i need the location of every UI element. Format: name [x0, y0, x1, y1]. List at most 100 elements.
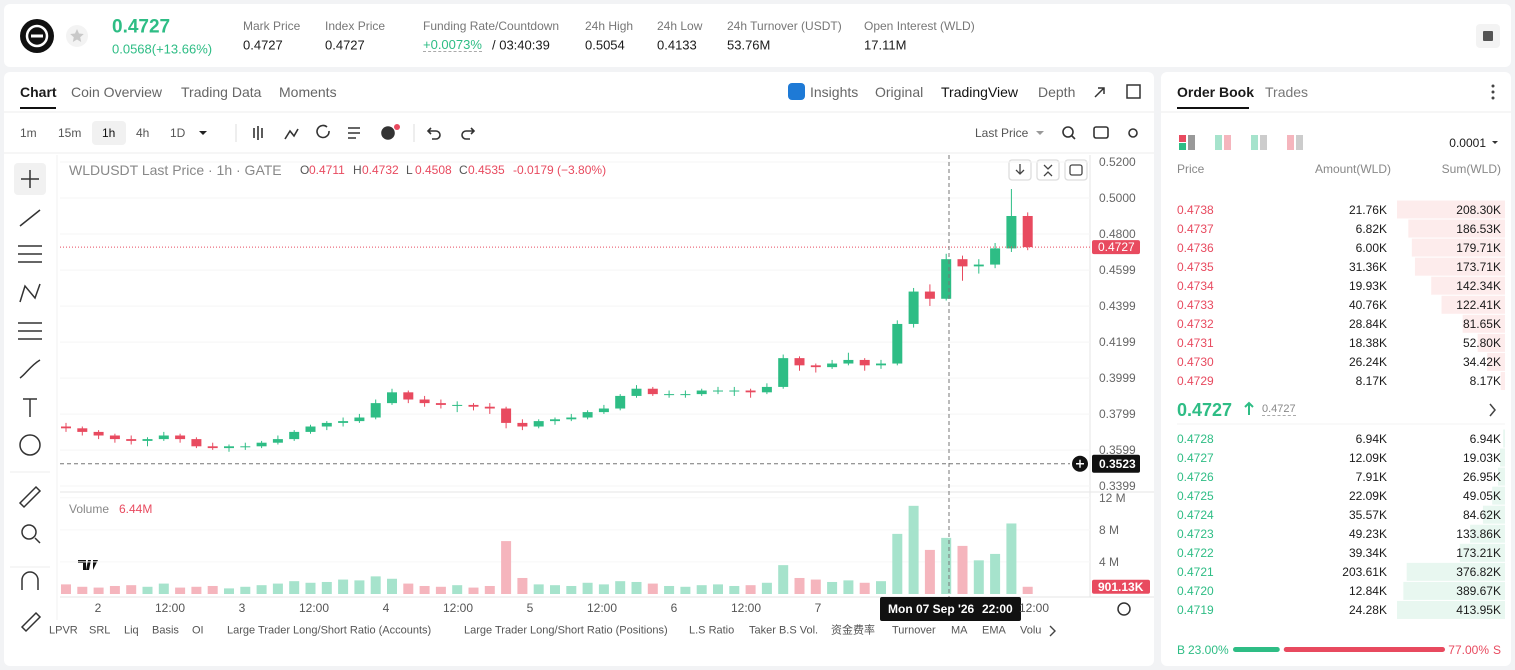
window-icon[interactable] [1126, 84, 1141, 99]
field-value: 17.11M [864, 37, 907, 53]
candle-body [810, 365, 821, 368]
indicator[interactable]: Large Trader Long/Short Ratio (Accounts) [227, 624, 432, 637]
indicator[interactable]: EMA [982, 624, 1006, 637]
depth-bar [1487, 352, 1505, 371]
field-label: 24h High [585, 19, 634, 33]
view-toggles[interactable] [1179, 135, 1303, 150]
volume-bar [729, 585, 740, 594]
order-sum: 34.42K [1462, 354, 1501, 369]
order-amount: 35.57K [1348, 507, 1387, 522]
star[interactable] [70, 29, 84, 42]
order-sum: 208.30K [1456, 202, 1501, 217]
candle-body [109, 435, 120, 440]
expand-icon[interactable] [1094, 87, 1105, 98]
order-sum: 8.17K [1469, 373, 1501, 388]
volume-bar [941, 537, 952, 594]
field-value: +0.0073% [423, 37, 482, 52]
ob-tab[interactable]: Trades [1265, 84, 1309, 100]
column-header: Amount(WLD) [1314, 162, 1391, 176]
tab[interactable]: Moments [279, 84, 337, 100]
candle-body [370, 403, 381, 418]
interval[interactable]: 1h [102, 126, 116, 140]
order-price: 0.4723 [1177, 526, 1214, 541]
volume-bar [1022, 586, 1033, 594]
order-amount: 19.93K [1348, 278, 1387, 293]
view-tab[interactable]: Original [875, 84, 924, 100]
interval-selected[interactable] [92, 121, 126, 145]
candle-body [957, 259, 968, 267]
volume-bar [468, 587, 479, 594]
indicator[interactable]: 资金费率 [831, 624, 875, 637]
indicator[interactable]: LPVR [49, 624, 78, 637]
x-tick-label: 12:00 [1018, 601, 1050, 615]
indicator[interactable]: Basis [152, 624, 179, 637]
order-sum: 52.80K [1462, 335, 1501, 350]
indicator[interactable]: Taker B.S Vol. [749, 624, 819, 637]
field-value: 0.4727 [243, 37, 283, 53]
ob-tab[interactable]: Order Book [1177, 84, 1255, 100]
volume-bar [1006, 523, 1017, 594]
depth-bar [1406, 562, 1505, 581]
indicator[interactable]: Volu [1020, 624, 1042, 637]
volume-bar [647, 583, 658, 594]
candle-body [272, 439, 283, 443]
more-arrow[interactable] [1049, 625, 1056, 637]
dropdown[interactable] [1036, 131, 1044, 135]
precision[interactable]: 0.0001 [1449, 136, 1486, 150]
y-tick-label: 0.3399 [1099, 479, 1136, 494]
interval[interactable]: 4h [136, 126, 150, 140]
x-tick-label: 6 [670, 601, 678, 615]
candle-body [990, 248, 1001, 265]
tab[interactable]: Coin Overview [71, 84, 163, 100]
order-price: 0.4731 [1177, 335, 1214, 350]
crosshair-date: Mon 07 Sep '26 [888, 602, 975, 616]
view-tab[interactable]: TradingView [941, 84, 1019, 100]
tab[interactable]: Chart [20, 84, 57, 100]
order-amount: 28.84K [1348, 316, 1387, 331]
indicator[interactable]: Turnover [892, 624, 936, 637]
book-icon-glyph [1483, 31, 1493, 41]
chart-controls[interactable] [1008, 159, 1088, 181]
ohlc-value: 0.4732 [362, 163, 399, 177]
candle-body [484, 406, 495, 409]
drawing-tools[interactable] [14, 163, 46, 633]
interval[interactable]: 1D [170, 126, 186, 140]
toolbar-icons[interactable] [253, 124, 1138, 140]
view-tab[interactable]: Insights [810, 84, 859, 100]
field-label: Open Interest (WLD) [864, 19, 975, 33]
chart-symbol: WLDUSDT Last Price · 1h · GATE [69, 162, 282, 178]
insights-icon[interactable] [788, 83, 805, 100]
more-icon[interactable] [1491, 84, 1495, 100]
indicator[interactable]: Liq [124, 624, 139, 637]
volume-bar [272, 583, 283, 594]
volume-bar [990, 553, 1001, 594]
y-tick-label: 0.4800 [1099, 226, 1136, 241]
candle-body [305, 426, 316, 432]
dropdown[interactable] [1492, 141, 1498, 144]
tab[interactable]: Trading Data [181, 84, 262, 100]
volume-bar [93, 587, 104, 594]
interval[interactable]: 15m [58, 126, 82, 140]
settings-icon[interactable] [1117, 602, 1131, 616]
candle-body [142, 439, 153, 441]
indicator[interactable]: SRL [89, 624, 111, 637]
more-arrow[interactable] [1489, 403, 1496, 417]
order-sum: 122.41K [1456, 297, 1501, 312]
y-tick-label: 0.3799 [1099, 407, 1136, 422]
price-type[interactable]: Last Price [975, 126, 1029, 140]
order-amount: 31.36K [1348, 259, 1387, 274]
depth-bar [1492, 486, 1505, 505]
indicator[interactable]: MA [951, 624, 968, 637]
view-tab[interactable]: Depth [1038, 84, 1076, 100]
indicator[interactable]: L.S Ratio [689, 624, 735, 637]
field-label: 24h Low [657, 19, 703, 33]
candle-body [696, 390, 707, 395]
volume-bar [810, 579, 821, 594]
order-amount: 24.28K [1348, 602, 1387, 617]
dropdown[interactable] [199, 131, 207, 135]
volume-bar [175, 587, 186, 594]
interval[interactable]: 1m [20, 126, 37, 140]
indicator[interactable]: OI [192, 624, 204, 637]
volume-bar [876, 581, 886, 594]
indicator[interactable]: Large Trader Long/Short Ratio (Positions… [464, 624, 668, 637]
